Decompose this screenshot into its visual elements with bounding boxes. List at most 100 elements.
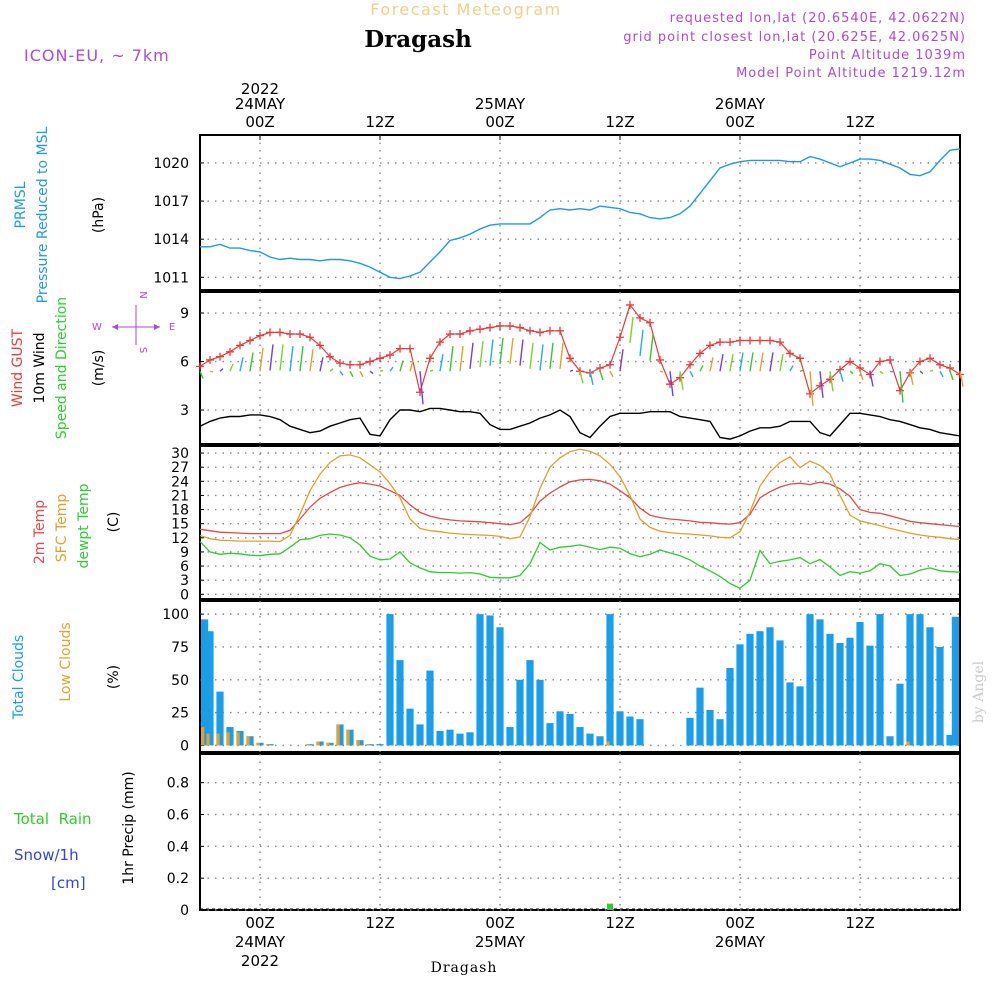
total-cloud-bar xyxy=(426,670,434,746)
panel-frame xyxy=(199,134,961,291)
gust-marker xyxy=(596,364,604,372)
total-cloud-bar xyxy=(936,646,944,746)
precip-panel-labels: Total Rain Snow/1h [cm] 1hr Precip (mm) xyxy=(13,771,137,892)
time-label-bottom: 26MAY xyxy=(715,933,766,951)
wind-direction-arrow xyxy=(919,370,924,375)
sfc-temp-label: SFC Temp xyxy=(54,494,70,563)
wind-direction-arrow xyxy=(769,352,774,372)
time-label-top: 00Z xyxy=(725,113,754,131)
time-label-bottom: 00Z xyxy=(485,914,514,932)
total-cloud-bar xyxy=(906,614,914,746)
snow-label: Snow/1h xyxy=(14,846,79,864)
dewpt-temp-label: dewpt Temp xyxy=(76,483,92,568)
total-cloud-bar xyxy=(546,723,554,746)
wind-direction-arrow xyxy=(899,371,904,403)
time-label-bottom: 00Z xyxy=(245,914,274,932)
y-tick-label: 1011 xyxy=(153,270,189,286)
temp-unit: (C) xyxy=(106,512,122,533)
wind-direction-arrow xyxy=(749,352,754,372)
precip-bars xyxy=(200,903,960,910)
gust-marker xyxy=(276,328,284,337)
y-tick-label: 0 xyxy=(180,587,189,603)
gust-marker xyxy=(476,325,484,334)
gust-marker xyxy=(886,355,894,364)
total-cloud-bar xyxy=(436,730,444,746)
total-cloud-bar xyxy=(946,734,954,746)
wind-direction-arrow xyxy=(789,365,794,372)
gust-marker xyxy=(946,364,954,372)
low-cloud-bar xyxy=(246,736,250,746)
total-cloud-bar xyxy=(506,727,514,746)
total-cloud-bar xyxy=(626,716,634,746)
total-cloud-bar xyxy=(796,686,804,746)
low-cloud-bar xyxy=(201,727,205,746)
wind-direction-arrow xyxy=(509,337,514,365)
wind-direction-arrow xyxy=(249,352,254,372)
low-cloud-bar xyxy=(316,741,320,746)
low-cloud-bar xyxy=(236,732,240,746)
direction-label: Speed and Direction xyxy=(54,297,70,439)
total-cloud-bar xyxy=(446,729,454,746)
gust-marker xyxy=(446,330,454,339)
total-cloud-bar xyxy=(516,679,524,746)
total-clouds-label: Total Clouds xyxy=(11,635,27,720)
wind-direction-arrow xyxy=(829,371,834,392)
gust-marker xyxy=(916,357,924,366)
time-label-bottom: 24MAY xyxy=(235,933,286,951)
gust-marker xyxy=(856,364,864,372)
wind-series xyxy=(196,300,964,440)
gust-marker xyxy=(786,349,794,358)
y-tick-label: 0.2 xyxy=(167,871,189,887)
gust-marker xyxy=(626,300,634,309)
total-cloud-bar xyxy=(336,724,344,746)
gust-marker xyxy=(496,321,504,330)
total-cloud-bar xyxy=(756,631,764,746)
gust-marker xyxy=(456,330,464,339)
wind-direction-arrow xyxy=(579,371,584,384)
wind-direction-arrow xyxy=(439,354,444,372)
gust-marker xyxy=(796,354,804,363)
gust-marker xyxy=(766,336,774,345)
wind-direction-arrow xyxy=(289,345,294,372)
total-cloud-bar xyxy=(376,744,384,746)
total-cloud-bar xyxy=(226,727,234,746)
wind-direction-arrow xyxy=(229,363,234,372)
y-tick-label: 18 xyxy=(171,503,189,519)
time-label-top: 2022 xyxy=(241,80,279,98)
wind-direction-arrow xyxy=(879,370,884,375)
gust-marker xyxy=(546,326,554,335)
total-cloud-bar xyxy=(951,616,959,746)
wind-direction-arrow xyxy=(699,365,704,372)
time-label-bottom: 12Z xyxy=(365,914,394,932)
grid-point-coords: grid point closest lon,lat (20.625E, 42.… xyxy=(623,30,966,45)
y-tick-label: 21 xyxy=(171,488,189,504)
gust-marker xyxy=(816,381,824,390)
gust-marker xyxy=(466,326,474,335)
total-cloud-bar xyxy=(236,730,244,746)
low-cloud-bar xyxy=(336,724,340,746)
total-cloud-bar xyxy=(816,619,824,746)
wind-direction-arrow xyxy=(269,344,274,371)
total-cloud-bar xyxy=(806,614,814,746)
wind-direction-arrow xyxy=(869,371,874,387)
panel-frames xyxy=(199,134,961,911)
wind-direction-arrow xyxy=(609,370,614,378)
wind-direction-arrow xyxy=(679,371,684,390)
wind-direction-arrow xyxy=(279,344,284,371)
total-cloud-bar xyxy=(496,627,504,746)
point-altitude: Point Altitude 1039m xyxy=(809,48,966,63)
gust-marker xyxy=(386,351,394,360)
total-cloud-bar xyxy=(216,691,224,746)
gust-marker xyxy=(406,344,414,353)
wind-direction-arrow xyxy=(309,349,314,372)
total-cloud-bar xyxy=(776,640,784,746)
gust-marker xyxy=(566,354,574,363)
y-tick-label: 6 xyxy=(180,559,189,575)
total-cloud-bar xyxy=(456,733,464,746)
y-tick-label: 27 xyxy=(171,460,189,476)
wind-direction-arrow xyxy=(469,342,474,369)
wind-direction-arrow xyxy=(759,352,764,372)
gust-line xyxy=(199,303,961,395)
wind-direction-arrow xyxy=(689,370,694,378)
total-cloud-bar xyxy=(486,615,494,746)
